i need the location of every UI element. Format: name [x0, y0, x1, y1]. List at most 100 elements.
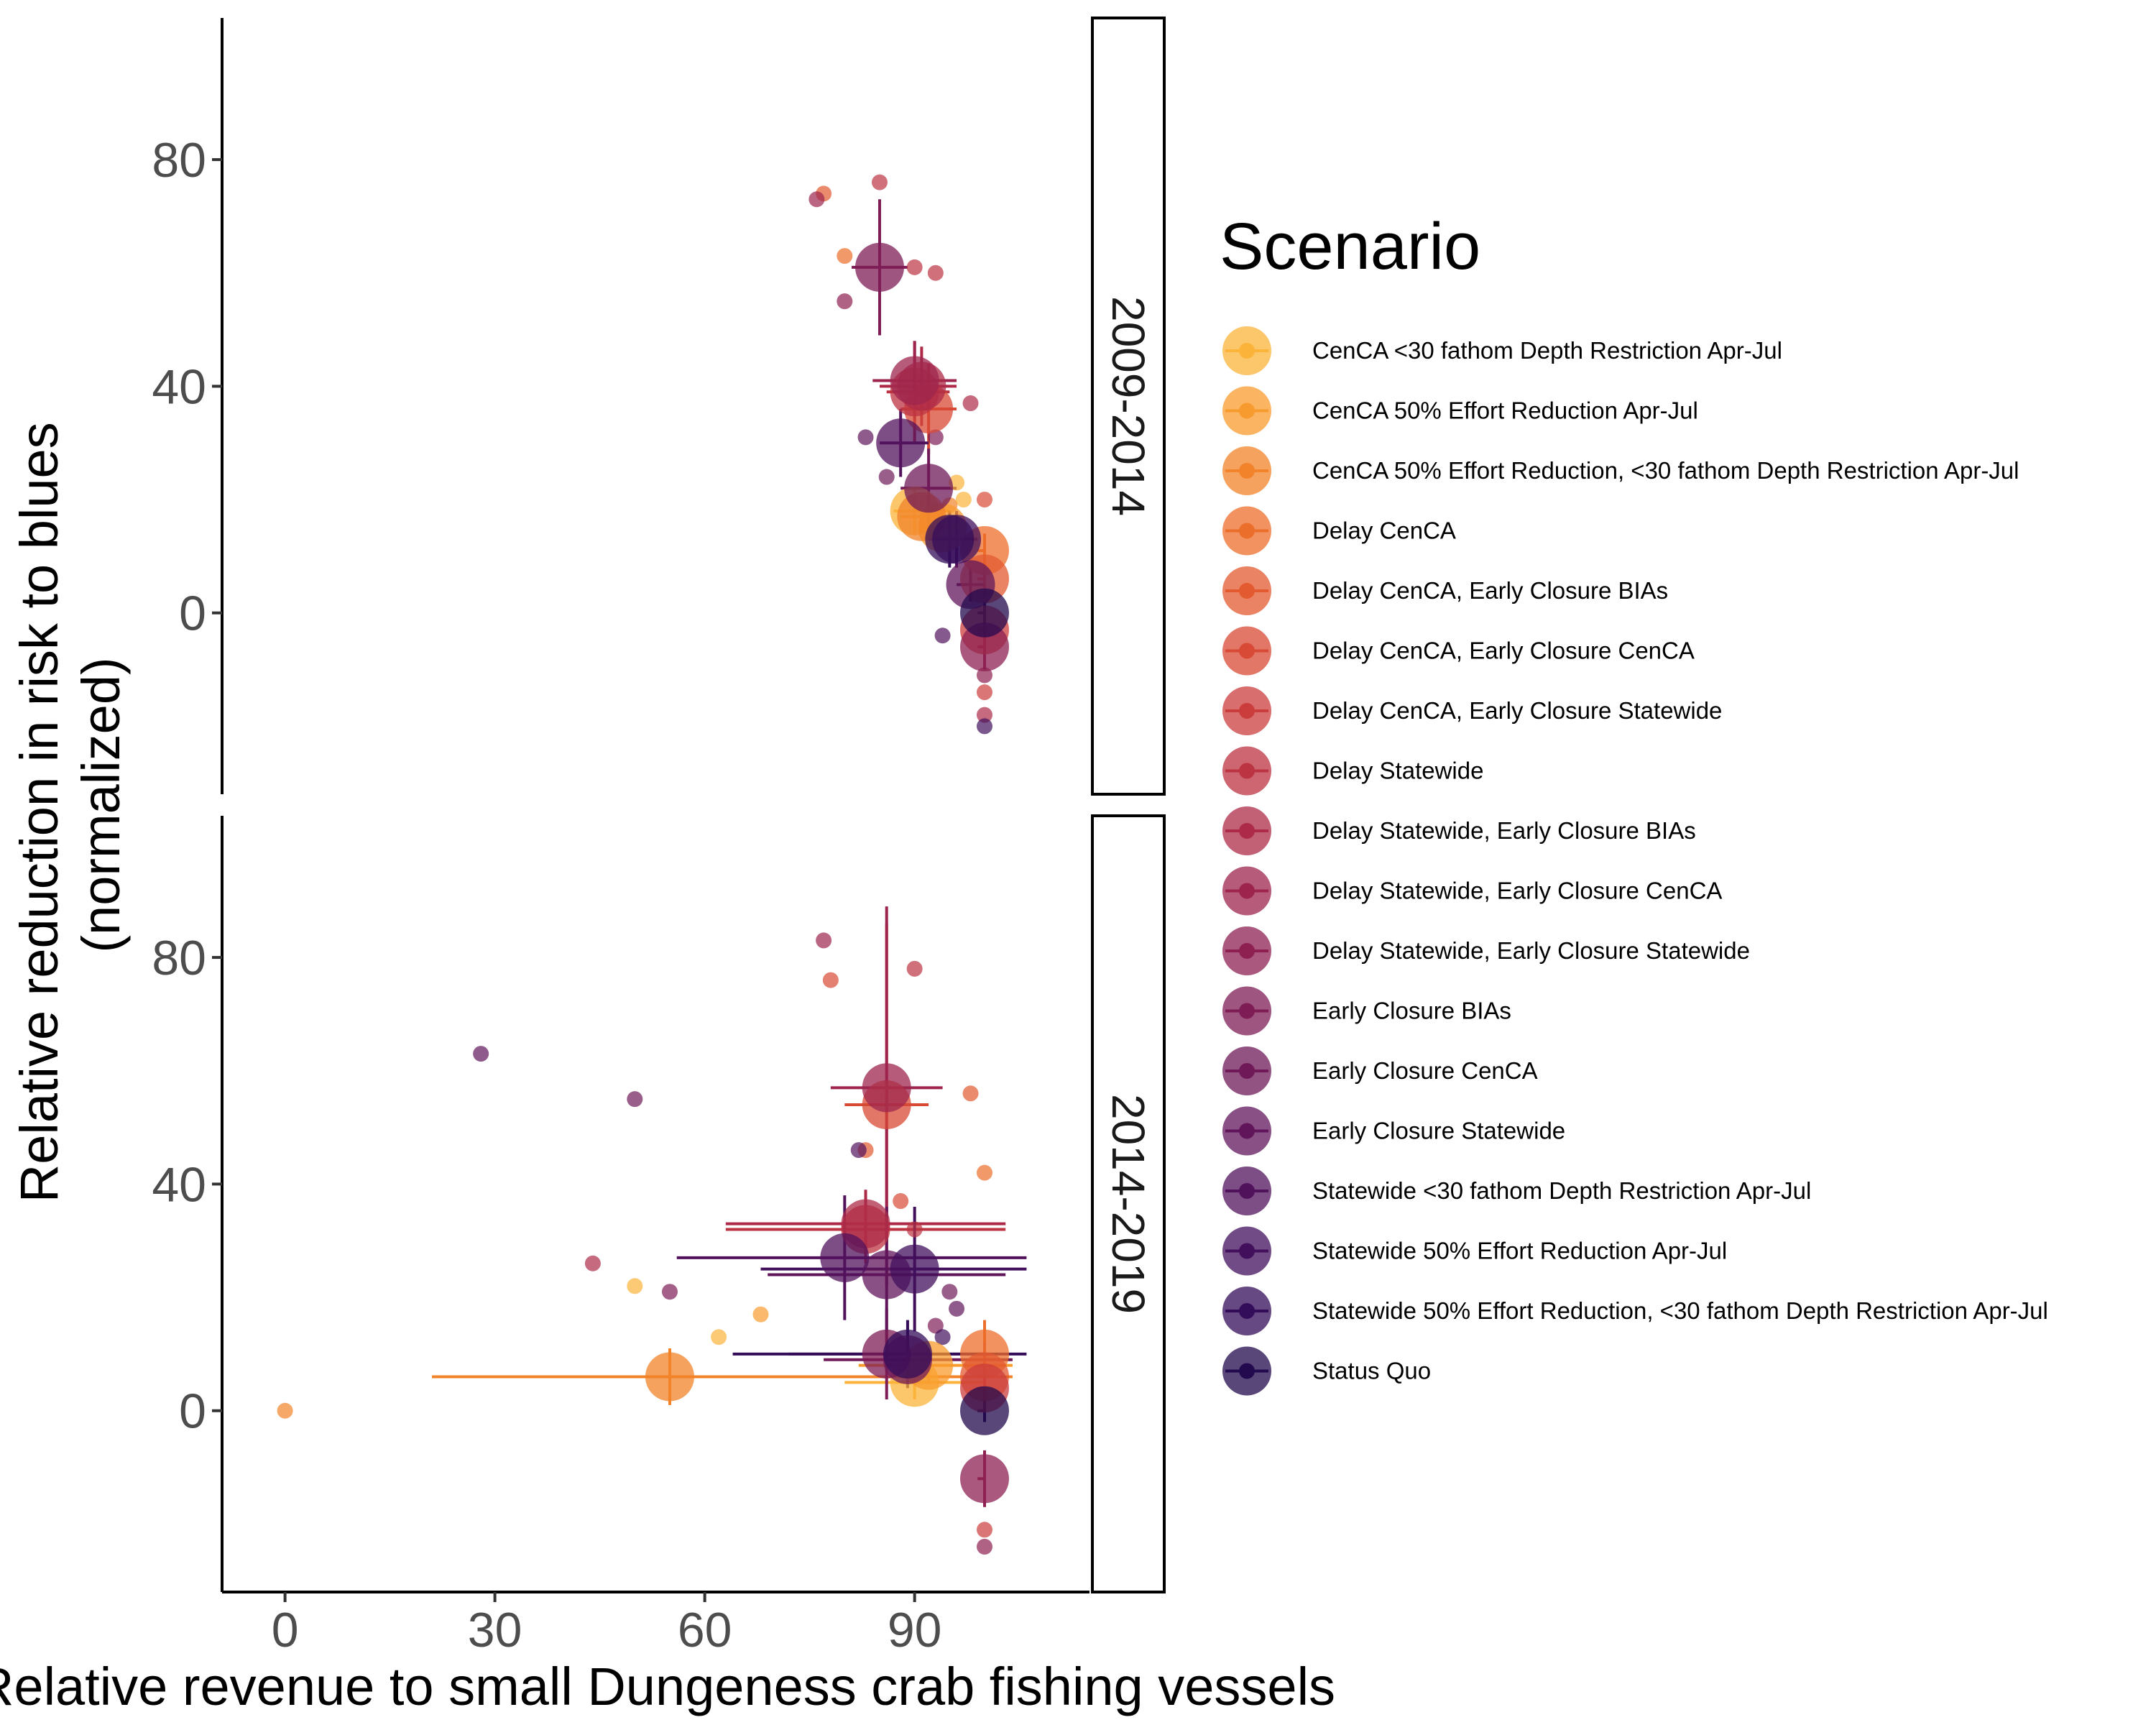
legend-key-small: [1239, 1303, 1255, 1319]
small-point: [752, 1306, 769, 1322]
small-point: [584, 1255, 601, 1271]
small-point: [976, 492, 992, 508]
facet-label: 2014-2019: [1102, 1094, 1154, 1314]
legend-label: Early Closure BIAs: [1312, 998, 1511, 1024]
y-tick-label: 0: [179, 586, 206, 641]
legend-label: Delay Statewide, Early Closure BIAs: [1312, 817, 1696, 844]
legend-label: Delay Statewide: [1312, 758, 1483, 784]
legend-key-small: [1239, 463, 1255, 479]
y-axis-title-line-2: (normalized): [71, 657, 131, 952]
legend-key-small: [1239, 943, 1255, 959]
small-point: [976, 684, 992, 701]
legend-key-small: [1239, 343, 1255, 359]
small-point: [661, 1284, 678, 1300]
large-point: [959, 588, 1009, 638]
x-tick-label: 90: [888, 1603, 942, 1657]
large-point: [959, 1454, 1009, 1504]
legend-label: Delay CenCA, Early Closure CenCA: [1312, 638, 1695, 664]
small-point: [976, 1164, 992, 1181]
legend-title: Scenario: [1220, 210, 1480, 283]
legend-item: Delay CenCA, Early Closure BIAs: [1222, 566, 1668, 615]
legend-item: CenCA <30 fathom Depth Restriction Apr-J…: [1222, 326, 1782, 375]
legend-key-small: [1239, 1363, 1255, 1379]
legend-label: Delay CenCA: [1312, 518, 1456, 544]
small-point: [627, 1278, 643, 1294]
legend-label: Statewide 50% Effort Reduction, <30 fath…: [1312, 1297, 2048, 1324]
small-point: [837, 293, 853, 310]
legend-key-small: [1239, 583, 1255, 599]
small-point: [711, 1329, 727, 1346]
small-point: [941, 1284, 958, 1300]
legend-key-small: [1239, 1183, 1255, 1199]
small-point: [976, 1538, 992, 1555]
y-tick-label: 40: [152, 359, 206, 414]
small-point: [808, 191, 825, 208]
legend-label: Statewide 50% Effort Reduction Apr-Jul: [1312, 1238, 1727, 1264]
legend-label: CenCA 50% Effort Reduction Apr-Jul: [1312, 397, 1698, 424]
legend-item: Delay Statewide, Early Closure CenCA: [1222, 866, 1722, 916]
large-point: [862, 1063, 911, 1113]
facet-strip: [1091, 814, 1166, 1593]
small-point: [837, 248, 853, 264]
legend-item: Delay CenCA: [1222, 506, 1456, 556]
legend-item: Delay CenCA, Early Closure Statewide: [1222, 686, 1722, 735]
legend-key-small: [1239, 1123, 1255, 1139]
y-axis-title: Relative reduction in risk to blues (nor…: [9, 408, 131, 1202]
legend-key-small: [1239, 402, 1255, 419]
large-point: [820, 1233, 870, 1282]
small-point: [962, 395, 979, 412]
small-point: [893, 1193, 909, 1210]
legend-key-small: [1239, 763, 1255, 779]
legend-key-small: [1239, 1063, 1255, 1079]
large-point: [890, 1244, 939, 1294]
legend-key-small: [1239, 1003, 1255, 1019]
x-axis-title: Relative revenue to small Dungeness crab…: [0, 1657, 1335, 1716]
legend-key-small: [1239, 883, 1255, 899]
small-point: [857, 429, 874, 446]
small-point: [850, 1142, 867, 1159]
legend-item: CenCA 50% Effort Reduction, <30 fathom D…: [1222, 446, 2019, 495]
small-point: [927, 429, 944, 446]
small-point: [906, 960, 923, 977]
legend-item: CenCA 50% Effort Reduction Apr-Jul: [1222, 386, 1698, 436]
legend-label: CenCA 50% Effort Reduction, <30 fathom D…: [1312, 457, 2019, 484]
legend-key-small: [1239, 823, 1255, 839]
small-point: [906, 1221, 923, 1238]
legend-key-small: [1239, 1243, 1255, 1259]
large-point: [904, 464, 954, 513]
legend-label: Statewide <30 fathom Depth Restriction A…: [1312, 1177, 1811, 1204]
legend-item: Early Closure BIAs: [1222, 986, 1511, 1036]
small-point: [934, 627, 951, 644]
large-point: [645, 1352, 694, 1402]
small-point: [934, 1329, 951, 1346]
small-point: [927, 264, 944, 281]
small-point: [816, 932, 832, 949]
large-point: [890, 356, 939, 405]
large-point: [854, 242, 904, 292]
legend-item: Early Closure CenCA: [1222, 1046, 1538, 1095]
panels-layer: 0 40 80 2009-2014 0 40 80 2014-2019: [152, 17, 1166, 1593]
legend-item: Statewide 50% Effort Reduction Apr-Jul: [1222, 1226, 1727, 1276]
legend-key-small: [1239, 703, 1255, 719]
small-point: [473, 1046, 489, 1062]
legend-item: Delay Statewide: [1222, 746, 1483, 796]
legend-label: Delay Statewide, Early Closure Statewide: [1312, 937, 1750, 964]
small-point: [955, 492, 972, 508]
y-tick-label: 80: [152, 133, 206, 188]
y-axis-title-line-1: Relative reduction in risk to blues: [9, 422, 69, 1202]
legend-key-small: [1239, 523, 1255, 539]
large-point: [876, 418, 926, 468]
small-point: [927, 1317, 944, 1334]
small-point: [962, 1085, 979, 1102]
legend: Scenario CenCA <30 fathom Depth Restrict…: [1220, 210, 2048, 1396]
small-point: [976, 1522, 992, 1538]
small-point: [627, 1091, 643, 1108]
y-tick-label: 40: [152, 1157, 206, 1212]
legend-key-small: [1239, 643, 1255, 659]
legend-label: Delay CenCA, Early Closure Statewide: [1312, 697, 1722, 724]
legend-item: Early Closure Statewide: [1222, 1106, 1565, 1156]
y-tick-label: 80: [152, 931, 206, 985]
large-point: [959, 1386, 1009, 1435]
x-axis: 0 30 60 90: [222, 1591, 1089, 1657]
